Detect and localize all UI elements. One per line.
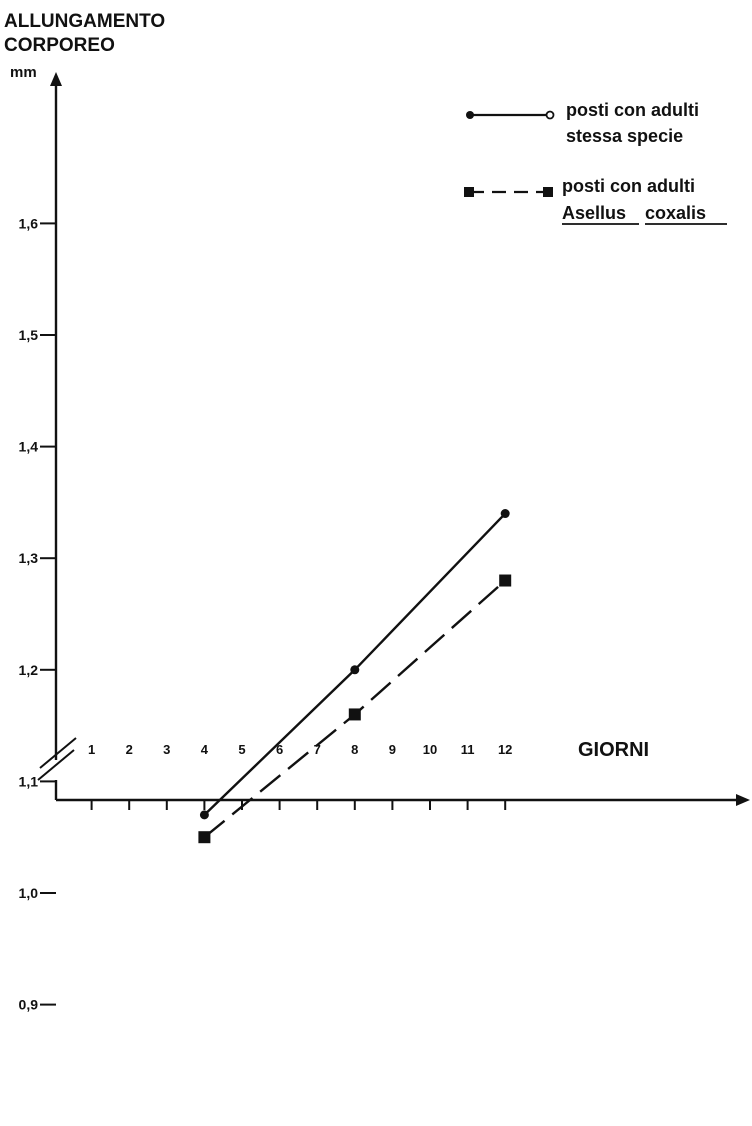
y-tick-label: 0,9 bbox=[19, 997, 39, 1013]
series-2-point bbox=[499, 574, 512, 587]
legend-marker-circle-right bbox=[545, 110, 555, 120]
y-tick-label: 1,4 bbox=[19, 439, 39, 455]
legend-marker-circle-left bbox=[466, 111, 474, 119]
x-tick-label: 7 bbox=[314, 742, 321, 757]
legend-label-series-1-line1: posti con adulti bbox=[566, 100, 699, 120]
x-tick-label: 3 bbox=[163, 742, 170, 757]
y-axis-break-mark-2 bbox=[37, 749, 75, 781]
y-axis-title-line2: CORPOREO bbox=[4, 35, 115, 56]
legend-marker-square-right bbox=[543, 187, 553, 197]
series-1-line bbox=[203, 512, 507, 816]
series-1-point bbox=[350, 665, 360, 675]
x-axis-title: GIORNI bbox=[578, 739, 649, 761]
legend-label-series-2-line1: posti con adulti bbox=[562, 176, 695, 196]
x-tick-label: 6 bbox=[276, 742, 283, 757]
x-ticks: 1 2 3 4 5 6 7 8 9 10 11 12 bbox=[88, 742, 512, 810]
y-axis-break-mark-1 bbox=[39, 737, 77, 769]
x-tick-label: 1 bbox=[88, 742, 95, 757]
y-axis-unit: mm bbox=[10, 64, 37, 81]
series-1-point bbox=[199, 810, 209, 820]
x-tick-label: 5 bbox=[238, 742, 245, 757]
x-tick-label: 11 bbox=[461, 742, 475, 757]
y-tick-label: 1,2 bbox=[19, 662, 39, 678]
y-tick-label: 1,3 bbox=[19, 550, 39, 566]
legend-label-series-1-line2: stessa specie bbox=[566, 126, 683, 146]
series-2-point bbox=[348, 708, 361, 721]
legend-label-series-2-species-name: coxalis bbox=[645, 203, 706, 223]
x-tick-label: 2 bbox=[126, 742, 133, 757]
x-tick-label: 12 bbox=[498, 742, 512, 757]
y-tick-label: 1,0 bbox=[19, 885, 39, 901]
x-tick-label: 4 bbox=[201, 742, 209, 757]
series-1-point bbox=[500, 509, 510, 519]
y-axis-title-line1: ALLUNGAMENTO bbox=[4, 11, 165, 32]
y-tick-label: 1,6 bbox=[19, 215, 39, 231]
legend-label-series-2-species-genus: Asellus bbox=[562, 203, 626, 223]
y-tick-label: 1,1 bbox=[19, 773, 39, 789]
x-axis-arrow bbox=[736, 794, 750, 806]
y-axis-arrow bbox=[50, 72, 62, 86]
series-2-point bbox=[198, 831, 211, 844]
series-layer bbox=[198, 509, 512, 844]
legend: posti con adulti stessa specie posti con… bbox=[464, 100, 727, 225]
axes bbox=[37, 72, 750, 806]
y-ticks: 0,9 1,0 1,1 1,2 1,3 1,4 1,5 1,6 bbox=[19, 215, 56, 1013]
y-tick-label: 1,5 bbox=[19, 327, 39, 343]
x-tick-label: 10 bbox=[423, 742, 437, 757]
legend-marker-square-left bbox=[464, 187, 474, 197]
x-tick-label: 8 bbox=[351, 742, 358, 757]
x-tick-label: 9 bbox=[389, 742, 396, 757]
